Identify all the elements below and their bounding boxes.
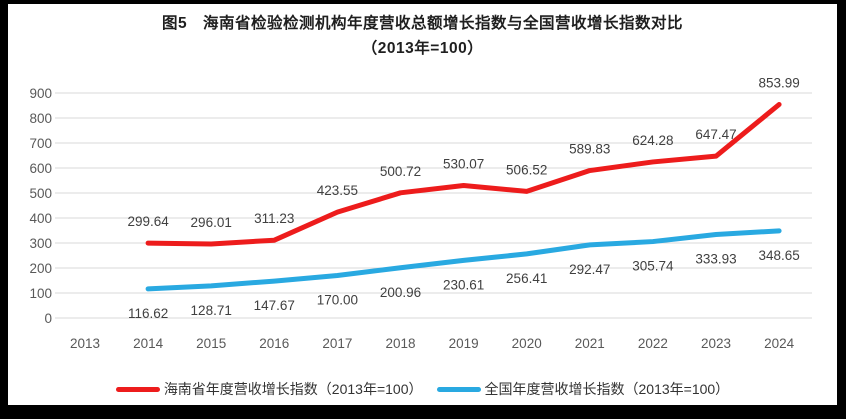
- y-axis-tick-label: 600: [29, 161, 52, 176]
- y-axis-tick-label: 400: [29, 211, 52, 226]
- legend-item-national: 全国年度营收增长指数（2013年=100）: [436, 379, 730, 399]
- hainan-data-label: 853.99: [758, 76, 799, 91]
- hainan-data-label: 624.28: [632, 133, 673, 148]
- national-data-label: 128.71: [191, 303, 232, 318]
- hainan-data-label: 589.83: [569, 142, 610, 157]
- x-axis-tick-label: 2019: [449, 336, 479, 351]
- x-axis-tick-label: 2015: [196, 336, 226, 351]
- x-axis-tick-label: 2014: [133, 336, 164, 351]
- legend-label-hainan: 海南省年度营收增长指数（2013年=100）: [163, 381, 423, 397]
- x-axis-tick-label: 2023: [701, 336, 731, 351]
- x-axis-tick-label: 2020: [512, 336, 542, 351]
- hainan-data-label: 500.72: [380, 164, 421, 179]
- x-axis-tick-label: 2013: [70, 336, 100, 351]
- national-line: [145, 228, 782, 292]
- hainan-data-label: 506.52: [506, 162, 547, 177]
- legend-label-national: 全国年度营收增长指数（2013年=100）: [484, 381, 730, 397]
- x-axis-tick-label: 2022: [638, 336, 668, 351]
- national-data-label: 256.41: [506, 271, 547, 286]
- x-axis-tick-label: 2021: [575, 336, 605, 351]
- hainan-line: [145, 102, 782, 247]
- national-data-label: 116.62: [128, 306, 168, 321]
- y-axis-tick-label: 700: [29, 136, 52, 151]
- hainan-data-label: 530.07: [443, 156, 484, 171]
- y-axis-tick-label: 800: [29, 111, 52, 126]
- national-data-label: 170.00: [317, 293, 358, 308]
- hainan-data-label: 311.23: [254, 211, 294, 226]
- x-axis-tick-label: 2018: [385, 336, 415, 351]
- y-axis-tick-label: 500: [29, 186, 52, 201]
- x-axis-tick-label: 2017: [322, 336, 352, 351]
- hainan-line-swatch: [115, 386, 160, 392]
- y-axis-tick-label: 100: [29, 286, 52, 301]
- chart-legend: 海南省年度营收增长指数（2013年=100） 全国年度营收增长指数（2013年=…: [8, 379, 837, 399]
- chart-title: 图5 海南省检验检测机构年度营收总额增长指数与全国营收增长指数对比 （2013年…: [8, 11, 837, 61]
- chart-canvas: 图5 海南省检验检测机构年度营收总额增长指数与全国营收增长指数对比 （2013年…: [8, 4, 837, 405]
- chart-title-line2: （2013年=100）: [361, 40, 484, 57]
- national-data-label: 230.61: [443, 277, 484, 292]
- national-data-label: 305.74: [632, 259, 674, 274]
- y-axis-tick-label: 300: [29, 236, 52, 251]
- legend-item-hainan: 海南省年度营收增长指数（2013年=100）: [115, 379, 423, 399]
- national-data-label: 147.67: [254, 298, 295, 313]
- hainan-data-label: 647.47: [695, 127, 736, 142]
- y-axis-tick-label: 900: [29, 86, 52, 101]
- hainan-data-label: 299.64: [127, 214, 169, 229]
- chart-plot: 0 100 200 300 400 500 600 700 800 900 2013 2014 2015…: [29, 76, 812, 351]
- y-axis-tick-label: 200: [29, 261, 52, 276]
- national-data-label: 348.65: [758, 248, 799, 263]
- national-data-label: 200.96: [380, 285, 421, 300]
- hainan-data-label: 423.55: [317, 183, 358, 198]
- national-line-swatch: [436, 386, 481, 392]
- national-data-label: 292.47: [569, 262, 610, 277]
- hainan-data-label: 296.01: [191, 215, 232, 230]
- y-axis-tick-label: 0: [44, 311, 52, 326]
- x-axis-tick-label: 2016: [259, 336, 289, 351]
- national-data-label: 333.93: [695, 252, 736, 267]
- chart-title-line1: 图5 海南省检验检测机构年度营收总额增长指数与全国营收增长指数对比: [161, 15, 684, 32]
- x-axis-tick-label: 2024: [764, 336, 795, 351]
